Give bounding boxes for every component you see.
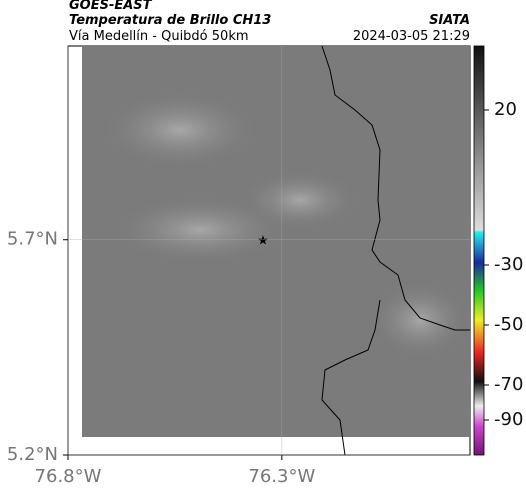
colorbar-label: -90 — [494, 409, 523, 430]
colorbar-label: 20 — [494, 99, 517, 120]
map: ★ — [67, 45, 471, 456]
colorbar-label: -70 — [494, 374, 523, 395]
subtitle: Vía Medellín - Quibdó 50km — [69, 29, 249, 44]
colorbar-label: -50 — [494, 314, 523, 335]
lat-label: 5.2°N — [7, 444, 58, 465]
cloud — [110, 195, 290, 265]
lon-label: 76.8°W — [35, 466, 102, 487]
brand: SIATA — [429, 13, 470, 28]
datetime: 2024-03-05 21:29 — [353, 29, 470, 44]
cloud — [100, 90, 260, 170]
cloud — [370, 280, 470, 360]
colorbar-label: -30 — [494, 254, 523, 275]
title: Temperatura de Brillo CH13 — [69, 13, 271, 28]
colorbar — [473, 45, 485, 456]
lon-label: 76.3°W — [248, 466, 315, 487]
cloud — [240, 170, 360, 230]
location-star: ★ — [257, 234, 269, 249]
border — [321, 299, 381, 456]
lat-label: 5.7°N — [7, 229, 58, 250]
source: GOES-EAST — [69, 0, 153, 13]
border — [321, 45, 470, 331]
